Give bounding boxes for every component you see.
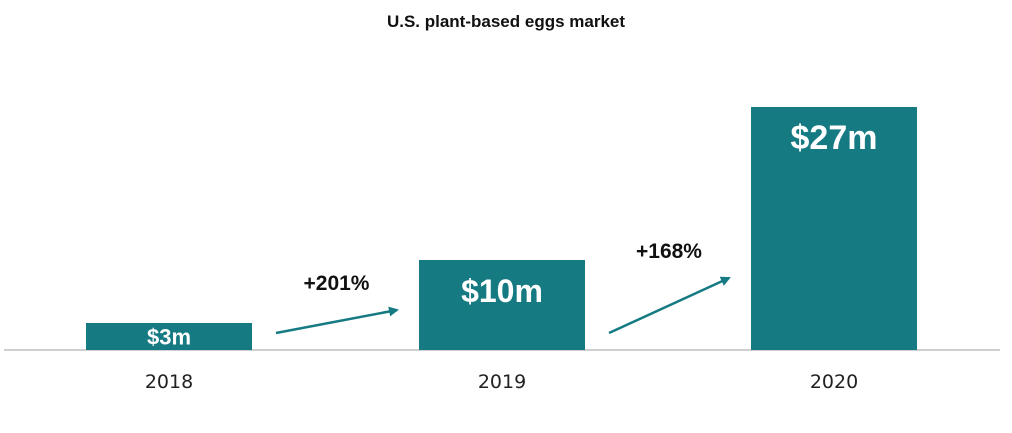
growth-arrow — [275, 306, 399, 335]
bar-value-label: $10m — [461, 273, 543, 309]
x-tick-label: 2018 — [145, 371, 193, 393]
growth-label: +201% — [304, 272, 370, 295]
bar-value-label: $27m — [791, 119, 878, 157]
chart-title: U.S. plant-based eggs market — [386, 12, 626, 31]
growth-arrow — [608, 276, 731, 335]
x-tick-label: 2020 — [810, 371, 858, 393]
bar-2019 — [419, 260, 585, 350]
growth-label: +168% — [636, 240, 702, 263]
bar-value-label: $3m — [147, 325, 191, 350]
x-tick-label: 2019 — [478, 371, 526, 393]
bar-2020 — [751, 107, 917, 350]
bar-2018 — [86, 323, 252, 350]
